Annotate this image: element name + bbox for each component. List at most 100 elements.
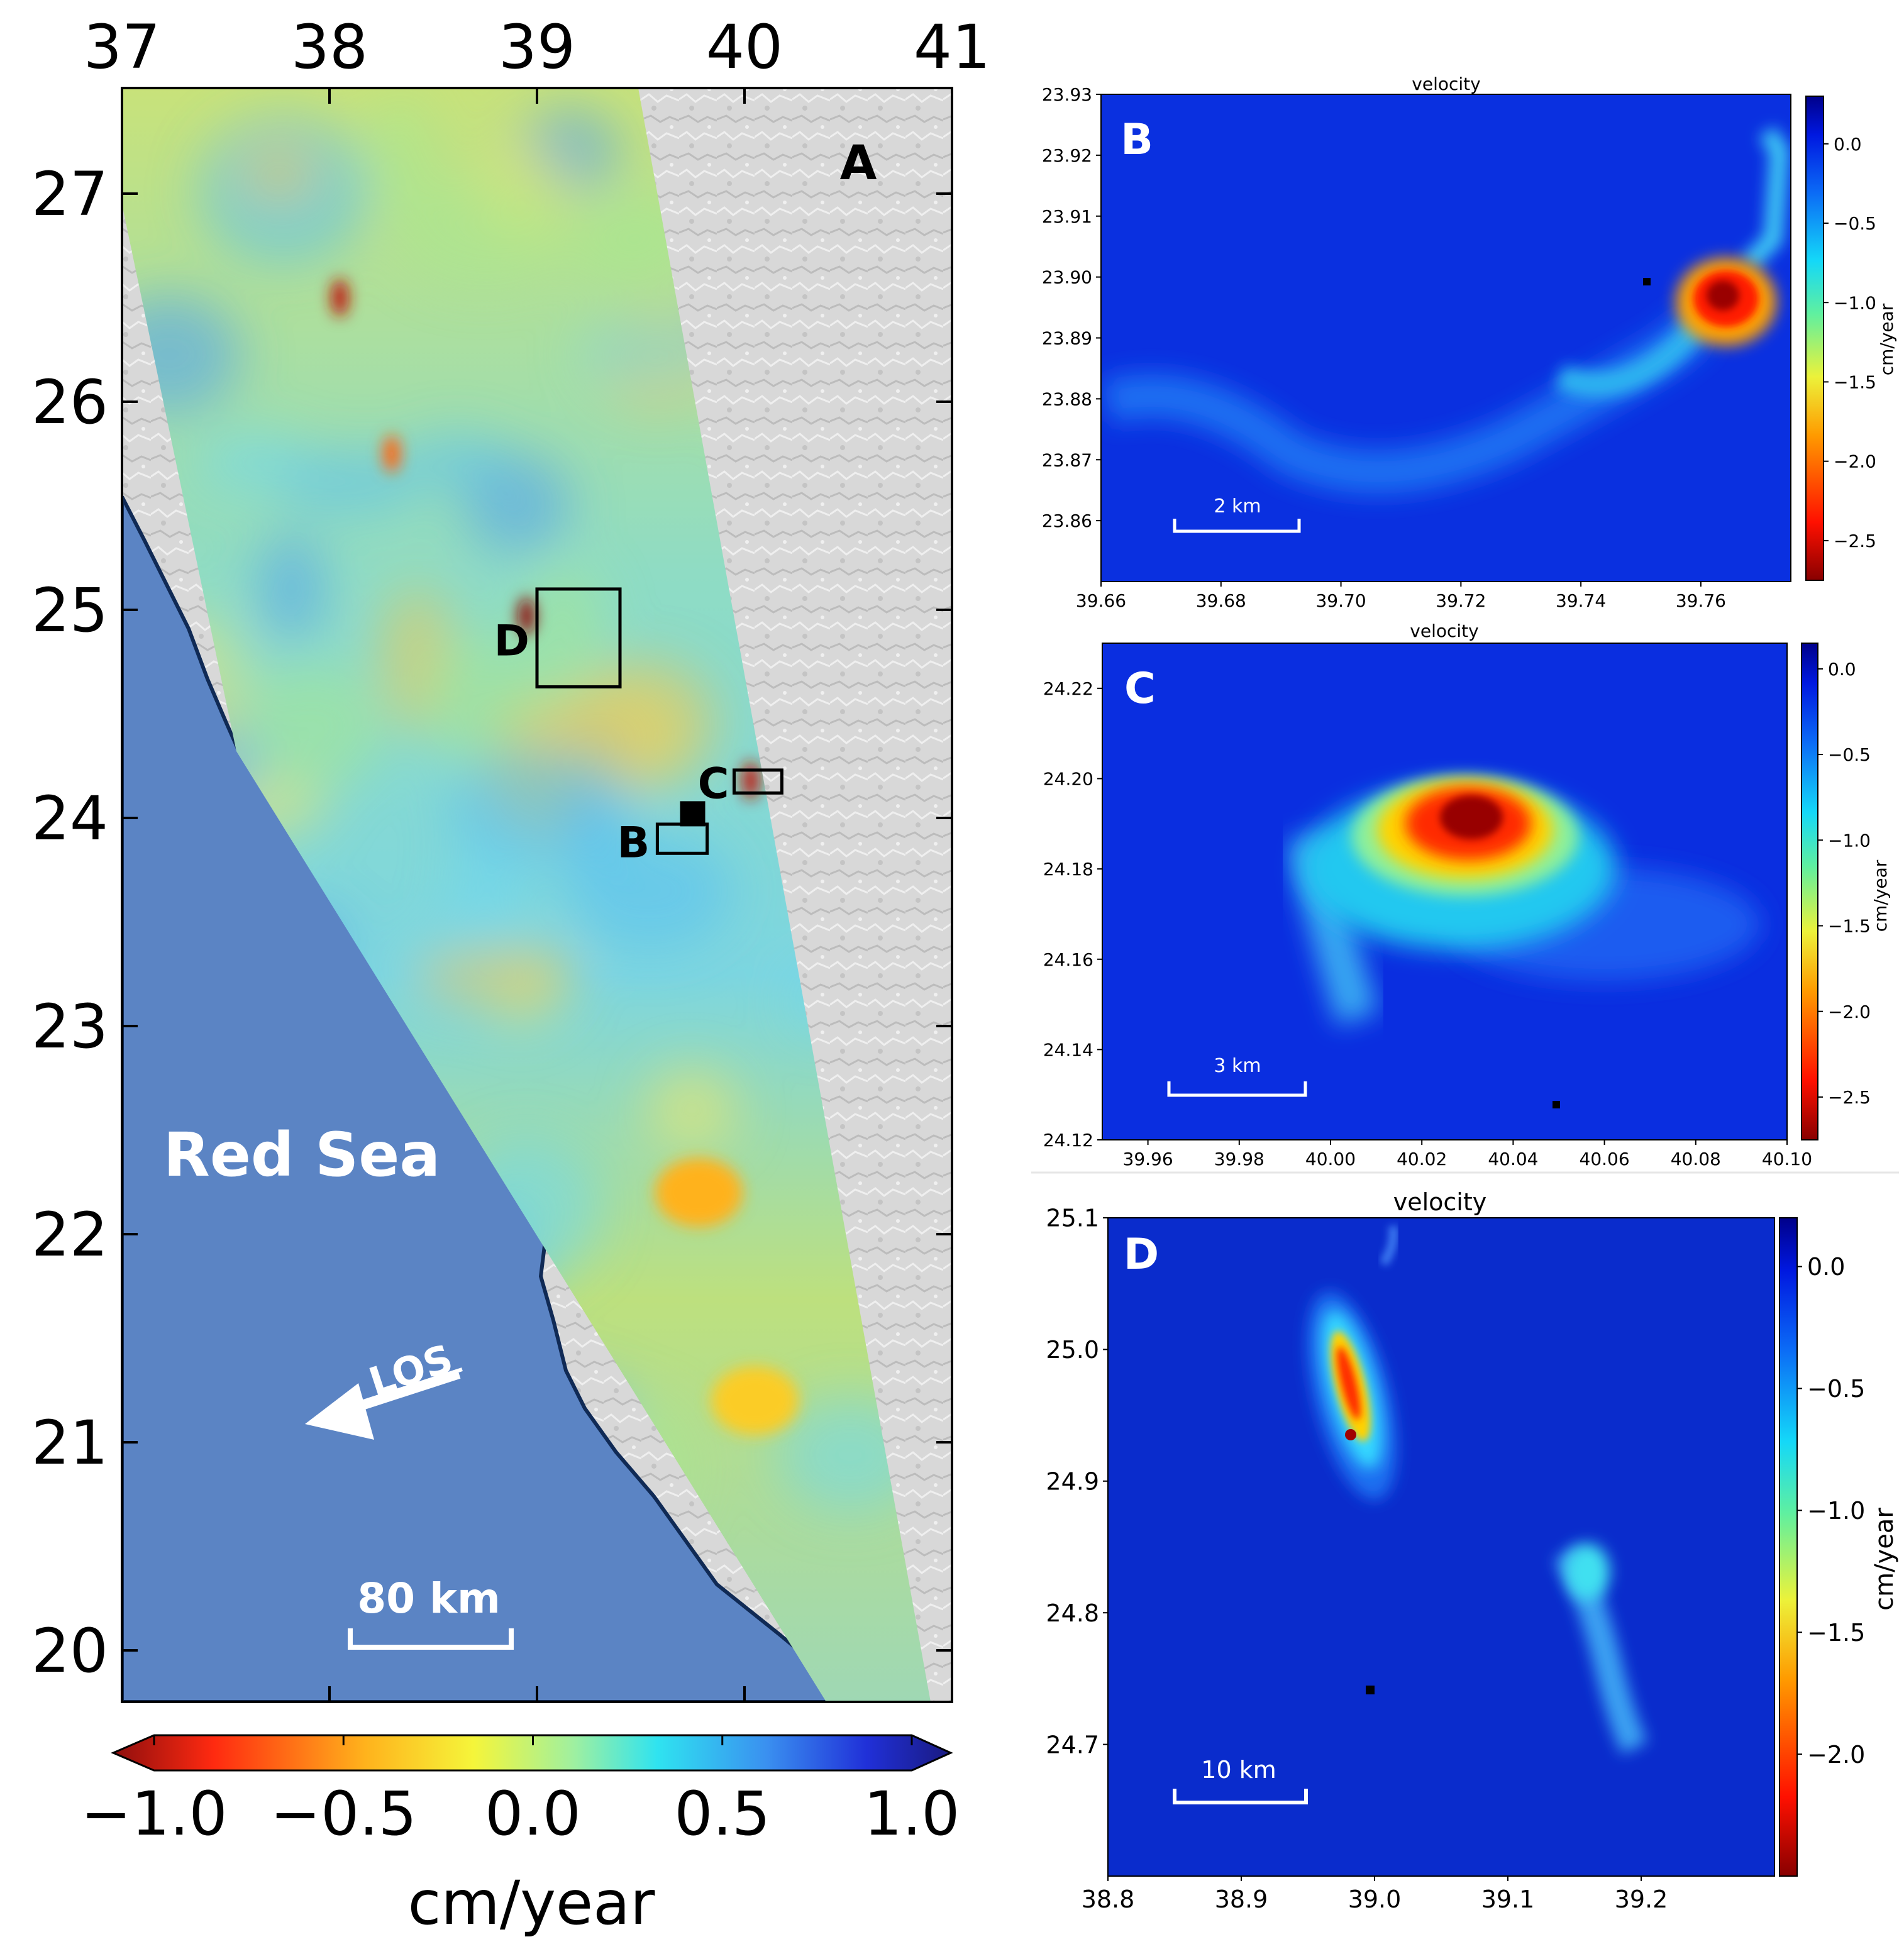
reference-point-c xyxy=(1553,1101,1560,1108)
colorbar-b-tick-label: 0.0 xyxy=(1834,134,1862,155)
y-tick-label-b: 23.93 xyxy=(1042,84,1092,105)
colorbar-a-tick-label: 0.5 xyxy=(674,1779,770,1849)
y-axis-d: 25.1 25.0 24.9 24.8 24.7 xyxy=(1046,1205,1108,1759)
colorbar-c: 0.0 −0.5 −1.0 −1.5 −2.0 −2.5 cm/year xyxy=(1801,643,1891,1140)
y-tick-label-b: 23.88 xyxy=(1042,389,1092,409)
colorbar-a-ticks: −1.0 −0.5 0.0 0.5 1.0 xyxy=(80,1735,960,1849)
colorbar-d-tick-label: 0.0 xyxy=(1807,1253,1845,1281)
colorbar-c-tick-label: −1.5 xyxy=(1828,916,1871,937)
scale-bar-a: 80 km xyxy=(348,1574,514,1650)
y-tick-label-d: 25.0 xyxy=(1046,1336,1099,1364)
y-tick-label-b: 23.87 xyxy=(1042,450,1092,470)
x-axis-d: 38.8 38.9 39.0 39.1 39.2 xyxy=(1082,1876,1668,1913)
inset-box-d xyxy=(535,587,622,688)
x-tick-label-d: 38.8 xyxy=(1082,1886,1135,1913)
panel-c-frame xyxy=(1102,643,1788,1140)
colorbar-b-tick-label: −1.0 xyxy=(1834,292,1876,313)
colorbar-c-label: cm/year xyxy=(1870,859,1891,932)
x-tick-label-a: 39 xyxy=(499,12,575,82)
x-axis-a: 37 38 39 40 41 xyxy=(84,12,990,1702)
colorbar-a-label: cm/year xyxy=(408,1868,655,1938)
y-tick-label-b: 23.90 xyxy=(1042,267,1092,288)
panel-label-b: B xyxy=(1121,115,1153,165)
colorbar-d-tick-label: −1.5 xyxy=(1807,1619,1865,1647)
colorbar-d-tick-label: −2.0 xyxy=(1807,1741,1865,1769)
swath-blob xyxy=(122,294,241,414)
inset-box-label: D xyxy=(494,617,529,666)
swath-blob xyxy=(567,217,677,279)
colorbar-a-tick-label: −1.0 xyxy=(80,1779,227,1849)
inset-box-label: B xyxy=(617,818,650,868)
colorbar-d-label: cm/year xyxy=(1870,1508,1899,1611)
colorbar-c-tick-label: −2.0 xyxy=(1828,1002,1871,1022)
y-tick-label-a: 21 xyxy=(31,1408,108,1478)
swath-blob xyxy=(365,93,436,219)
colorbar-b-tick-label: −2.5 xyxy=(1834,531,1876,551)
colorbar-c-tick-label: −1.0 xyxy=(1828,830,1871,851)
swath-blob xyxy=(645,1066,739,1153)
y-tick-label-c: 24.20 xyxy=(1043,769,1093,790)
x-tick-label-a: 37 xyxy=(84,12,160,82)
panel-d-anomaly xyxy=(1307,1225,1648,1755)
swath-blob xyxy=(448,744,612,867)
swath-blob xyxy=(578,319,718,387)
x-tick-label-c: 40.02 xyxy=(1397,1149,1447,1169)
panel-d: velocity 10 km D 38.8 38.9 39.0 39.1 39.2 25… xyxy=(1046,1188,1899,1913)
scale-label-d: 10 km xyxy=(1201,1756,1276,1784)
reference-point-a xyxy=(680,801,706,827)
panel-b-anomaly xyxy=(1101,126,1790,494)
x-tick-label-c: 40.06 xyxy=(1580,1149,1630,1169)
colorbar-d-ticks: 0.0 −0.5 −1.0 −1.5 −2.0 xyxy=(1797,1253,1865,1769)
x-tick-label-d: 38.9 xyxy=(1215,1886,1268,1913)
colorbar-b-tick-label: −0.5 xyxy=(1834,213,1876,234)
y-tick-label-a: 25 xyxy=(31,575,108,646)
x-axis-b: 39.66 39.68 39.70 39.72 39.74 39.76 xyxy=(1076,582,1726,611)
y-tick-label-b: 23.89 xyxy=(1042,328,1092,349)
y-axis-a: 27 26 25 24 23 22 21 20 xyxy=(31,159,952,1686)
swath-blob xyxy=(242,145,314,198)
colorbar-a: −1.0 −0.5 0.0 0.5 1.0 cm/year xyxy=(80,1734,960,1938)
swath-hotspots xyxy=(331,279,799,1435)
colorbar-d-tick-label: −0.5 xyxy=(1807,1375,1865,1403)
colorbar-b-label: cm/year xyxy=(1876,303,1897,375)
y-axis-c: 24.22 24.20 24.18 24.16 24.14 24.12 xyxy=(1043,678,1102,1151)
colorbar-c-tick-label: −2.5 xyxy=(1828,1087,1871,1108)
y-tick-label-a: 27 xyxy=(31,159,108,229)
reference-point-d xyxy=(1366,1686,1375,1694)
swath-blob xyxy=(276,450,424,514)
colorbar-b-tick-label: −1.5 xyxy=(1834,372,1876,393)
x-tick-label-d: 39.2 xyxy=(1615,1886,1668,1913)
x-tick-label-c: 39.98 xyxy=(1214,1149,1265,1169)
panel-d-frame xyxy=(1107,1217,1775,1877)
panel-b: velocity 2 km B 39.66 39.68 39.70 39.72 39.7… xyxy=(1042,74,1897,611)
y-tick-label-b: 23.86 xyxy=(1042,511,1092,531)
colorbar-a-tick-label: −0.5 xyxy=(270,1779,417,1849)
y-tick-label-c: 24.16 xyxy=(1043,949,1093,970)
x-tick-label-a: 41 xyxy=(914,12,990,82)
reference-point-b xyxy=(1643,278,1651,285)
hotspot-a xyxy=(383,434,401,473)
swath-blob xyxy=(258,531,325,643)
panel-d-title: velocity xyxy=(1393,1188,1487,1216)
y-tick-label-c: 24.22 xyxy=(1043,678,1093,699)
sea-label: Red Sea xyxy=(163,1120,440,1190)
x-axis-c: 39.96 39.98 40.00 40.02 40.04 40.06 40.08 40.10 xyxy=(1123,1140,1812,1169)
x-tick-label-c: 39.96 xyxy=(1123,1149,1173,1169)
colorbar-a-tick-label: 0.0 xyxy=(485,1779,581,1849)
swath-blob xyxy=(567,831,733,951)
hotspot-a xyxy=(711,1366,799,1435)
y-tick-label-c: 24.18 xyxy=(1043,859,1093,880)
x-tick-label-c: 40.04 xyxy=(1488,1149,1538,1169)
y-tick-label-a: 22 xyxy=(31,1200,108,1270)
y-tick-label-b: 23.91 xyxy=(1042,206,1092,227)
swath-blob xyxy=(523,564,604,693)
y-tick-label-c: 24.12 xyxy=(1043,1130,1093,1151)
scale-bar-d: 10 km xyxy=(1173,1756,1308,1804)
colorbar-a-tick-label: 1.0 xyxy=(864,1779,960,1849)
colorbar-d: 0.0 −0.5 −1.0 −1.5 −2.0 cm/year xyxy=(1779,1217,1899,1877)
colorbar-c-tick-label: −0.5 xyxy=(1828,744,1871,765)
y-tick-label-a: 20 xyxy=(31,1616,108,1686)
hotspot-a xyxy=(518,597,536,635)
panel-label-c: C xyxy=(1124,664,1156,714)
